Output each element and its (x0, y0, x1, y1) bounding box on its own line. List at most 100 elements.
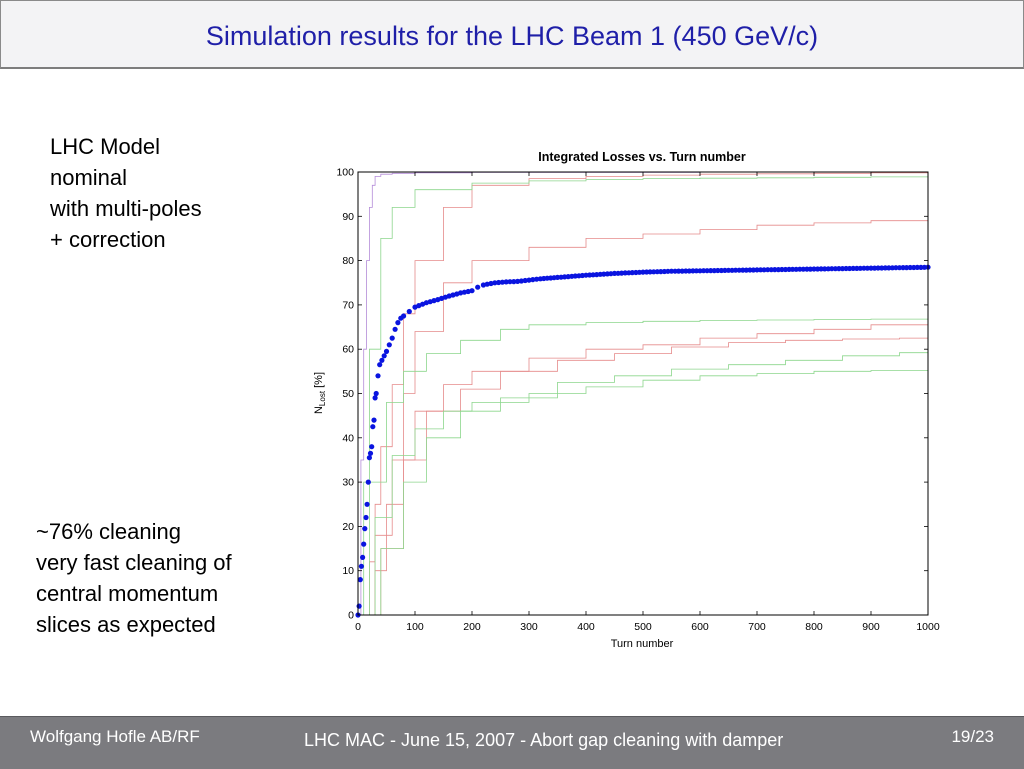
main-data-point (392, 326, 398, 332)
x-tick-label: 700 (748, 621, 766, 633)
slide-title: Simulation results for the LHC Beam 1 (4… (205, 21, 819, 51)
main-data-point (375, 373, 381, 379)
footer-event: LHC MAC - June 15, 2007 - Abort gap clea… (304, 730, 784, 750)
y-tick-label: 70 (342, 299, 354, 311)
main-data-point (381, 353, 387, 359)
series-line-green-5 (358, 176, 929, 616)
main-curve-dot (850, 265, 856, 271)
main-data-point (386, 342, 392, 348)
series-line-green-8 (358, 351, 929, 616)
main-data-point (515, 278, 521, 284)
axis-group: 0 100 200 300 400 500 600 700 800 900 1000 0 10 20 30 4… (336, 167, 939, 634)
main-curve-dot (676, 268, 682, 274)
main-curve-dot (708, 268, 714, 274)
main-data-point (492, 280, 498, 286)
y-tick-label: 20 (342, 521, 354, 533)
main-data-point (373, 390, 379, 397)
series-line-pink-2 (358, 219, 929, 616)
main-curve-dot (818, 266, 824, 272)
x-tick-label: 500 (634, 621, 652, 633)
main-curve-dot (836, 266, 842, 272)
integrated-losses-chart: Integrated Losses vs. Turn number Turn n… (313, 150, 940, 650)
y-tick-label: 40 (342, 432, 354, 444)
main-curve-dot (914, 264, 920, 270)
main-data-point (401, 313, 407, 319)
main-data-point (868, 265, 874, 271)
main-data-point (356, 603, 362, 609)
x-tick-label: 200 (463, 621, 481, 633)
main-curve-dot (507, 279, 513, 285)
main-data-point (725, 267, 732, 273)
title-bar: Simulation results for the LHC Beam 1 (4… (0, 0, 1024, 69)
series-line-pink-3 (358, 337, 929, 616)
chart-title: Integrated Losses vs. Turn number (538, 150, 746, 164)
x-tick-label: 900 (862, 621, 880, 633)
main-curve-dot (829, 266, 835, 272)
y-tick-label: 10 (342, 565, 354, 577)
x-axis-label: Turn number (611, 638, 674, 650)
main-data-point (369, 444, 375, 450)
main-data-point (406, 308, 412, 315)
main-curve-dot (693, 268, 699, 274)
main-data-point (362, 526, 368, 532)
footer-author: Wolfgang Hofle AB/RF (30, 727, 200, 746)
main-curve-dot (779, 266, 785, 273)
x-tick-label: 400 (577, 621, 595, 633)
main-data-point (389, 335, 395, 341)
main-data-point (360, 554, 366, 560)
main-curve-dot (907, 264, 913, 271)
main-data-point (357, 577, 363, 583)
main-data-point (365, 479, 371, 485)
model-description: LHC Model nominal with multi-poles + cor… (50, 134, 202, 252)
y-tick-label: 60 (342, 344, 354, 356)
main-curve-dot (534, 276, 540, 282)
series-line-pink-4 (358, 322, 929, 616)
x-tick-label: 1000 (916, 621, 940, 633)
main-data-point (363, 514, 369, 521)
main-curve-dot (772, 267, 778, 273)
series-line-green-7 (358, 369, 929, 616)
main-data-point (383, 348, 390, 354)
main-curve-dot (518, 278, 524, 284)
main-data-point (358, 563, 364, 569)
main-data-point (475, 284, 481, 290)
main-curve-dot (530, 277, 536, 283)
main-data-point (526, 277, 532, 283)
page-number: 19/23 (951, 727, 994, 746)
main-data-point (377, 362, 383, 368)
main-curve-dot (790, 266, 796, 272)
footer-bar: Wolfgang Hofle AB/RF LHC MAC - June 15, … (0, 716, 1024, 769)
main-data-point (366, 455, 372, 461)
cleaning-summary: ~76% cleaning very fast cleaning of cent… (36, 519, 232, 637)
main-data-point (811, 266, 817, 272)
main-data-point (503, 279, 509, 285)
main-curve-dot (875, 265, 881, 271)
x-tick-label: 300 (520, 621, 538, 633)
x-tick-label: 100 (406, 621, 424, 633)
main-curve-dot (511, 279, 517, 285)
main-data-point (379, 357, 385, 363)
main-curve-dot (522, 277, 528, 284)
y-tick-label: 0 (348, 610, 354, 622)
main-data-point (367, 450, 374, 456)
main-data-point (371, 417, 377, 423)
main-data-point (361, 541, 367, 547)
main-data-point (668, 268, 675, 274)
main-curve-dot (733, 267, 739, 273)
x-tick-label: 600 (691, 621, 709, 633)
y-axis-label: NLost [%] (313, 372, 327, 414)
main-curve-dot (893, 265, 899, 271)
main-data-point (364, 501, 370, 507)
x-tick-label: 800 (805, 621, 823, 633)
main-data-point (372, 395, 378, 401)
y-tick-label: 80 (342, 255, 354, 267)
x-tick-label: 0 (355, 621, 361, 633)
y-tick-label: 100 (336, 167, 354, 179)
main-data-point (395, 320, 401, 326)
main-data-point (469, 288, 475, 294)
y-tick-label: 30 (342, 477, 354, 489)
y-tick-label: 90 (342, 211, 354, 223)
main-curve-dot (496, 279, 502, 286)
main-curve-dot (499, 279, 505, 285)
y-tick-label: 50 (342, 388, 354, 400)
